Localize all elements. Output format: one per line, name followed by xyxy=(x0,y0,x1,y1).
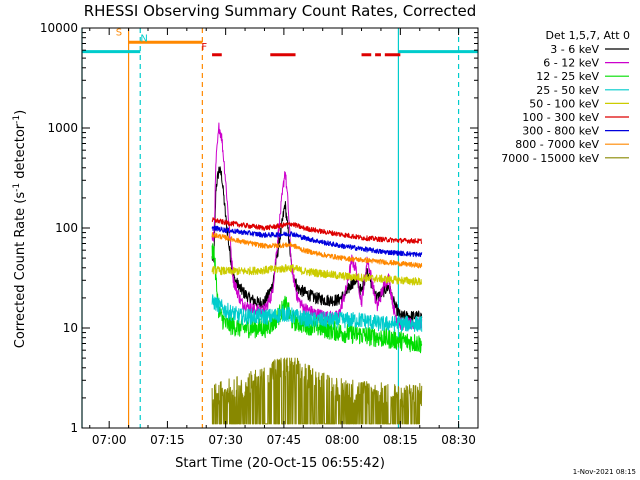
y-axis-label-sup-1: -1 xyxy=(12,183,22,192)
flag-bars-group xyxy=(82,40,478,57)
annotations-group: S N F xyxy=(116,28,208,54)
x-tick-label: 07:30 xyxy=(208,433,243,447)
y-axis-label: Corrected Count Rate (s-1 detector-1) xyxy=(12,110,28,348)
y-axis-label-sup-2: -1 xyxy=(12,115,22,124)
x-tick-label: 08:00 xyxy=(325,433,360,447)
legend-label: 3 - 6 keV xyxy=(550,43,599,56)
x-tick-label: 07:00 xyxy=(92,433,127,447)
x-axis-ticks: 07:00 07:15 07:30 07:45 08:00 08:15 08:30 xyxy=(89,28,479,447)
annotation-s: S xyxy=(116,28,122,39)
x-tick-label: 08:15 xyxy=(383,433,418,447)
y-tick-label: 1 xyxy=(70,421,78,435)
x-tick-label: 07:45 xyxy=(267,433,302,447)
chart-title: RHESSI Observing Summary Count Rates, Co… xyxy=(84,2,477,20)
series-group xyxy=(211,122,423,425)
y-axis-label-main: Corrected Count Rate (s xyxy=(13,192,28,349)
legend-label: 25 - 50 keV xyxy=(536,84,599,97)
series-line-5 xyxy=(211,217,423,244)
annotation-n: N xyxy=(140,34,147,45)
x-axis-label: Start Time (20-Oct-15 06:55:42) xyxy=(175,456,385,471)
annotation-f: F xyxy=(201,42,207,53)
legend-label: 800 - 7000 keV xyxy=(515,138,599,151)
x-tick-label: 07:15 xyxy=(150,433,185,447)
y-axis-ticks: 1 10 100 1000 10000 xyxy=(40,21,478,435)
series-line-3 xyxy=(211,294,423,333)
series-line-0 xyxy=(211,166,423,323)
y-axis-label-end: ) xyxy=(13,110,28,115)
y-tick-label: 10000 xyxy=(40,21,78,35)
series-line-7 xyxy=(211,232,423,269)
x-tick-label: 08:30 xyxy=(441,433,476,447)
series-line-4 xyxy=(211,264,423,286)
y-tick-label: 1000 xyxy=(47,121,78,135)
y-axis-label-mid: detector xyxy=(13,123,28,183)
legend-label: 12 - 25 keV xyxy=(536,70,599,83)
generated-date: 1-Nov-2021 08:15 xyxy=(573,468,636,476)
legend-label: 6 - 12 keV xyxy=(543,57,599,70)
legend-header: Det 1,5,7, Att 0 xyxy=(546,29,630,42)
legend-label: 7000 - 15000 keV xyxy=(501,152,599,165)
series-line-8 xyxy=(211,357,423,425)
legend-label: 300 - 800 keV xyxy=(522,125,599,138)
y-tick-label: 100 xyxy=(55,221,78,235)
series-line-6 xyxy=(211,225,423,258)
legend-label: 100 - 300 keV xyxy=(522,111,599,124)
legend-label: 50 - 100 keV xyxy=(529,97,599,110)
y-tick-label: 10 xyxy=(63,321,78,335)
